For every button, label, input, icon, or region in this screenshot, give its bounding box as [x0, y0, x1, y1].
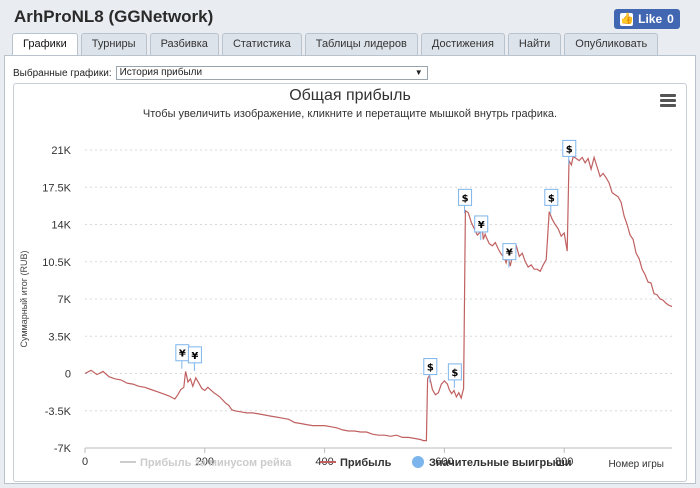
chart-title: Общая прибыль	[289, 87, 411, 104]
flag-label: ¥	[478, 220, 485, 231]
chart-selector-row: Выбранные графики: История прибыли ▼	[13, 66, 428, 80]
big-win-flag: $	[458, 188, 473, 214]
flag-box	[447, 363, 462, 381]
flag-box	[187, 346, 202, 364]
x-tick-label: 200	[196, 456, 214, 468]
x-tick-label: 600	[435, 456, 453, 468]
legend-label-net-profit: Прибыль за минусом рейка	[140, 457, 292, 469]
y-tick-label: -7K	[54, 443, 72, 455]
chart-selector-value: История прибыли	[119, 67, 203, 78]
tab-statistics[interactable]: Статистика	[221, 33, 302, 55]
legend-label-big-wins: Значительные выигрыши	[429, 457, 572, 469]
big-win-flag: $	[562, 139, 577, 165]
flag-box	[544, 188, 559, 206]
title-bar: ArhProNL8 (GGNetwork) 👍 Like 0	[0, 0, 700, 34]
y-tick-label: 14K	[51, 220, 71, 232]
big-win-flag: ¥	[474, 215, 489, 240]
flag-label: ¥	[191, 351, 198, 362]
flag-label: $	[462, 193, 469, 204]
big-win-flag: ¥	[187, 346, 202, 371]
chart-legend: Прибыль за минусом рейка Прибыль Значитель…	[120, 456, 572, 469]
y-tick-label: 0	[65, 369, 71, 381]
big-win-flag: $	[423, 358, 438, 383]
flag-box	[423, 358, 438, 376]
flag-label: $	[427, 363, 434, 374]
flag-box	[502, 243, 517, 261]
thumbs-up-icon: 👍	[620, 12, 634, 26]
series-layer	[84, 155, 673, 442]
flag-label: $	[451, 368, 458, 379]
tab-bar: Графики Турниры Разбивка Статистика Табл…	[12, 33, 659, 56]
legend-swatch-big-wins	[412, 456, 424, 468]
flag-label: ¥	[179, 349, 186, 360]
flag-label: $	[548, 193, 555, 204]
tab-breakdown[interactable]: Разбивка	[149, 33, 219, 55]
like-count: 0	[667, 12, 674, 26]
series-line-profit	[84, 155, 673, 442]
x-tick-label: 800	[555, 456, 573, 468]
x-axis-title: Номер игры	[608, 459, 664, 470]
grid-lines	[85, 149, 672, 449]
tab-tournaments[interactable]: Турниры	[80, 33, 147, 55]
flag-box	[458, 188, 473, 206]
y-axis-title: Суммарный итог (RUB)	[19, 250, 29, 347]
big-win-flag: $	[447, 363, 462, 388]
flag-layer: ¥ ¥ $ $ $ ¥ ¥ $ $	[175, 139, 577, 388]
chart-subtitle: Чтобы увеличить изображение, кликните и …	[142, 108, 558, 120]
tab-charts[interactable]: Графики	[12, 33, 78, 56]
flag-label: $	[566, 144, 573, 155]
y-tick-label: 17.5K	[42, 182, 71, 194]
chart-selector-dropdown[interactable]: История прибыли ▼	[115, 66, 428, 80]
big-win-flag: ¥	[502, 243, 517, 268]
chart-panel[interactable]: Общая прибыль Чтобы увеличить изображени…	[13, 83, 687, 482]
legend-label-profit: Прибыль	[340, 457, 392, 469]
tab-publish[interactable]: Опубликовать	[564, 33, 659, 55]
tab-find[interactable]: Найти	[507, 33, 562, 55]
tab-achievements[interactable]: Достижения	[420, 33, 505, 55]
like-label: Like	[638, 12, 663, 26]
y-tick-label: 21K	[51, 145, 71, 157]
big-win-flag: ¥	[175, 344, 190, 369]
flag-box	[562, 139, 577, 157]
facebook-like-button[interactable]: 👍 Like 0	[614, 9, 680, 29]
tab-leaderboards[interactable]: Таблицы лидеров	[304, 33, 418, 55]
y-tick-label: 10.5K	[42, 257, 71, 269]
flag-box	[474, 215, 489, 233]
x-tick-label: 0	[82, 456, 88, 468]
chart-selector-label: Выбранные графики:	[13, 67, 112, 79]
app-title: ArhProNL8 (GGNetwork)	[14, 7, 214, 26]
chart-menu-icon[interactable]	[660, 94, 676, 107]
y-tick-label: -3.5K	[45, 406, 72, 418]
content-panel: Выбранные графики: История прибыли ▼ Общ…	[4, 55, 696, 484]
dropdown-arrow-icon: ▼	[414, 68, 423, 77]
big-win-flag: $	[544, 188, 559, 214]
y-tick-label: 7K	[58, 294, 72, 306]
y-tick-label: 3.5K	[48, 331, 71, 343]
flag-label: ¥	[506, 248, 513, 259]
